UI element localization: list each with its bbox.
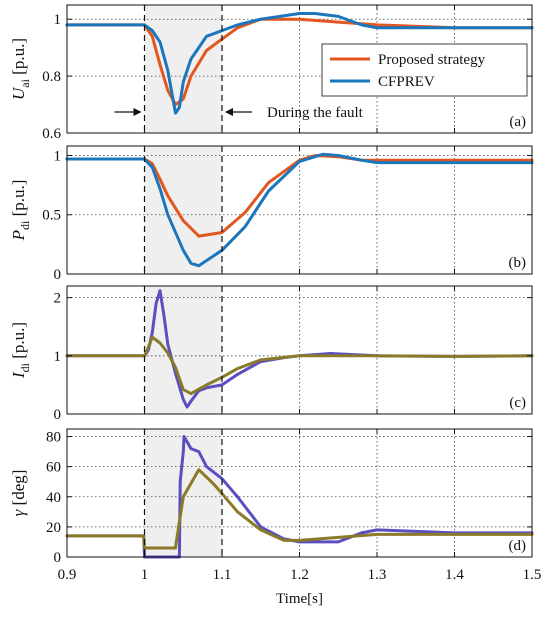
panel-tag: (a) [509, 114, 526, 130]
y-tick-label: 0 [54, 267, 62, 283]
y-tick-label: 60 [46, 460, 61, 476]
x-tick-label: 1.2 [290, 567, 309, 583]
y-tick-label: 2 [54, 291, 62, 307]
y-tick-label: 0.6 [42, 126, 61, 142]
x-tick-label: 1.4 [445, 567, 464, 583]
panel-d: 0 20 40 60 80 γ [deg] (d) [9, 428, 534, 566]
panel-a: 0.6 0.8 1 Uai [p.u.] (a) During the fault Prop… [9, 4, 534, 142]
y-tick-label: 0.5 [42, 208, 61, 224]
y-axis-unit: [p.u.] [9, 38, 28, 79]
y-tick-label: 1 [54, 148, 62, 164]
series-line-proposed_cd [65, 468, 534, 550]
panel-tag: (d) [509, 538, 527, 554]
y-tick-label: 80 [46, 430, 61, 446]
x-tick-label: 0.9 [58, 567, 77, 583]
x-tick-label: 1 [141, 567, 149, 583]
fault-arrow-right-head [225, 108, 233, 116]
y-tick-label: 40 [46, 490, 61, 506]
panel-tag: (c) [509, 395, 526, 411]
legend-label-proposed: Proposed strategy [378, 52, 486, 68]
panel-tag: (b) [509, 255, 527, 271]
y-axis-label: Uai [p.u.] [9, 38, 32, 100]
y-axis-unit: [p.u.] [9, 322, 28, 363]
legend-box [321, 43, 528, 97]
y-axis-label: Pdi [p.u.] [9, 180, 32, 242]
y-tick-label: 1 [54, 349, 62, 365]
series-line-proposed_cd [65, 335, 534, 396]
legend-label-cfprev: CFPREV [378, 74, 435, 90]
series-line-proposed [65, 17, 534, 107]
y-tick-label: 1 [54, 12, 62, 28]
series-line-cfprev [65, 152, 534, 268]
x-tick-label: 1.1 [213, 567, 232, 583]
y-axis-label: γ [deg] [9, 470, 28, 517]
x-tick-label: 1.3 [368, 567, 387, 583]
y-axis-subscript: ai [18, 78, 32, 87]
series-line-cfprev_cd [65, 435, 534, 559]
series-line-proposed [65, 154, 534, 238]
fault-shade [144, 5, 222, 133]
y-tick-label: 0 [54, 550, 62, 566]
y-axis-symbol: U [9, 86, 28, 100]
y-axis-symbol: I [9, 371, 28, 379]
panel-c: 0 1 2 Idi [p.u.] (c) [9, 285, 534, 423]
y-axis-label: Idi [p.u.] [9, 322, 32, 379]
fault-shade [144, 286, 222, 414]
y-axis-symbol: P [9, 230, 28, 241]
panel-b: 0 0.5 1 Pdi [p.u.] (b) [9, 145, 534, 283]
y-axis-subscript: di [18, 220, 32, 230]
fault-arrow-left-head [133, 108, 142, 116]
fault-annotation: During the fault [267, 105, 364, 121]
x-tick-label: 1.5 [523, 567, 542, 583]
y-tick-label: 0 [54, 407, 62, 423]
y-axis-unit: [deg] [9, 470, 28, 510]
y-tick-label: 20 [46, 520, 61, 536]
y-axis-symbol: γ [9, 508, 28, 516]
y-axis-subscript: di [18, 362, 32, 372]
series-line-cfprev [65, 12, 534, 115]
x-axis-label: Time[s] [276, 591, 323, 607]
fault-shade [144, 146, 222, 274]
y-axis-unit: [p.u.] [9, 180, 28, 221]
series-line-cfprev_cd [65, 289, 534, 409]
y-tick-label: 0.8 [42, 69, 61, 85]
